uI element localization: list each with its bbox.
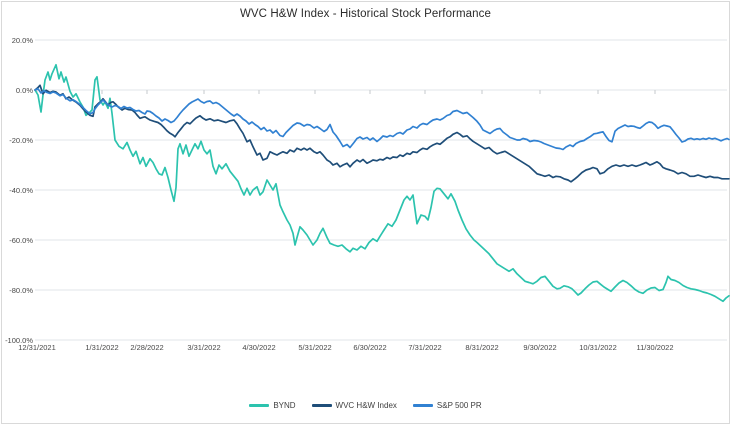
y-axis-label: -40.0% [9,185,33,195]
x-axis-label: 4/30/2022 [242,343,276,352]
x-axis-label: 9/30/2022 [523,343,557,352]
legend-label: BYND [273,401,296,410]
x-axis-label: 2/28/2022 [130,343,164,352]
legend-line-swatch-icon [249,404,270,407]
x-axis-label: 8/31/2022 [465,343,499,352]
series-line-wvc-h-w-index [34,84,730,183]
x-axis-label: 1/31/2022 [85,343,119,352]
legend-item-bynd: BYND [249,401,296,410]
series-line-bynd [34,63,730,303]
y-axis-label: 0.0% [15,85,33,95]
chart-title: WVC H&W Index - Historical Stock Perform… [239,8,492,20]
legend-item-wvc-h-w-index: WVC H&W Index [311,401,397,410]
chart-legend: BYND WVC H&W Index S&P 500 PR [0,401,731,410]
x-axis-label: 12/31/2021 [18,343,56,352]
series-line-s-p-500-pr [34,87,730,151]
x-axis-label: 7/31/2022 [408,343,442,352]
y-axis-label: -20.0% [9,135,33,145]
legend-label: S&P 500 PR [436,401,482,410]
x-axis-label: 3/31/2022 [187,343,221,352]
y-axis-label: -80.0% [9,285,33,295]
x-axis-label: 5/31/2022 [298,343,332,352]
y-axis-label: -60.0% [9,235,33,245]
x-axis-label: 6/30/2022 [353,343,387,352]
legend-label: WVC H&W Index [335,401,397,410]
legend-line-swatch-icon [412,404,433,407]
y-axis-label: 20.0% [11,35,33,45]
y-axis-label: -100.0% [5,335,33,345]
legend-line-swatch-icon [311,404,332,407]
x-axis-label: 10/31/2022 [579,343,617,352]
x-axis-label: 11/30/2022 [636,343,674,352]
legend-item-s-p-500-pr: S&P 500 PR [412,401,482,410]
